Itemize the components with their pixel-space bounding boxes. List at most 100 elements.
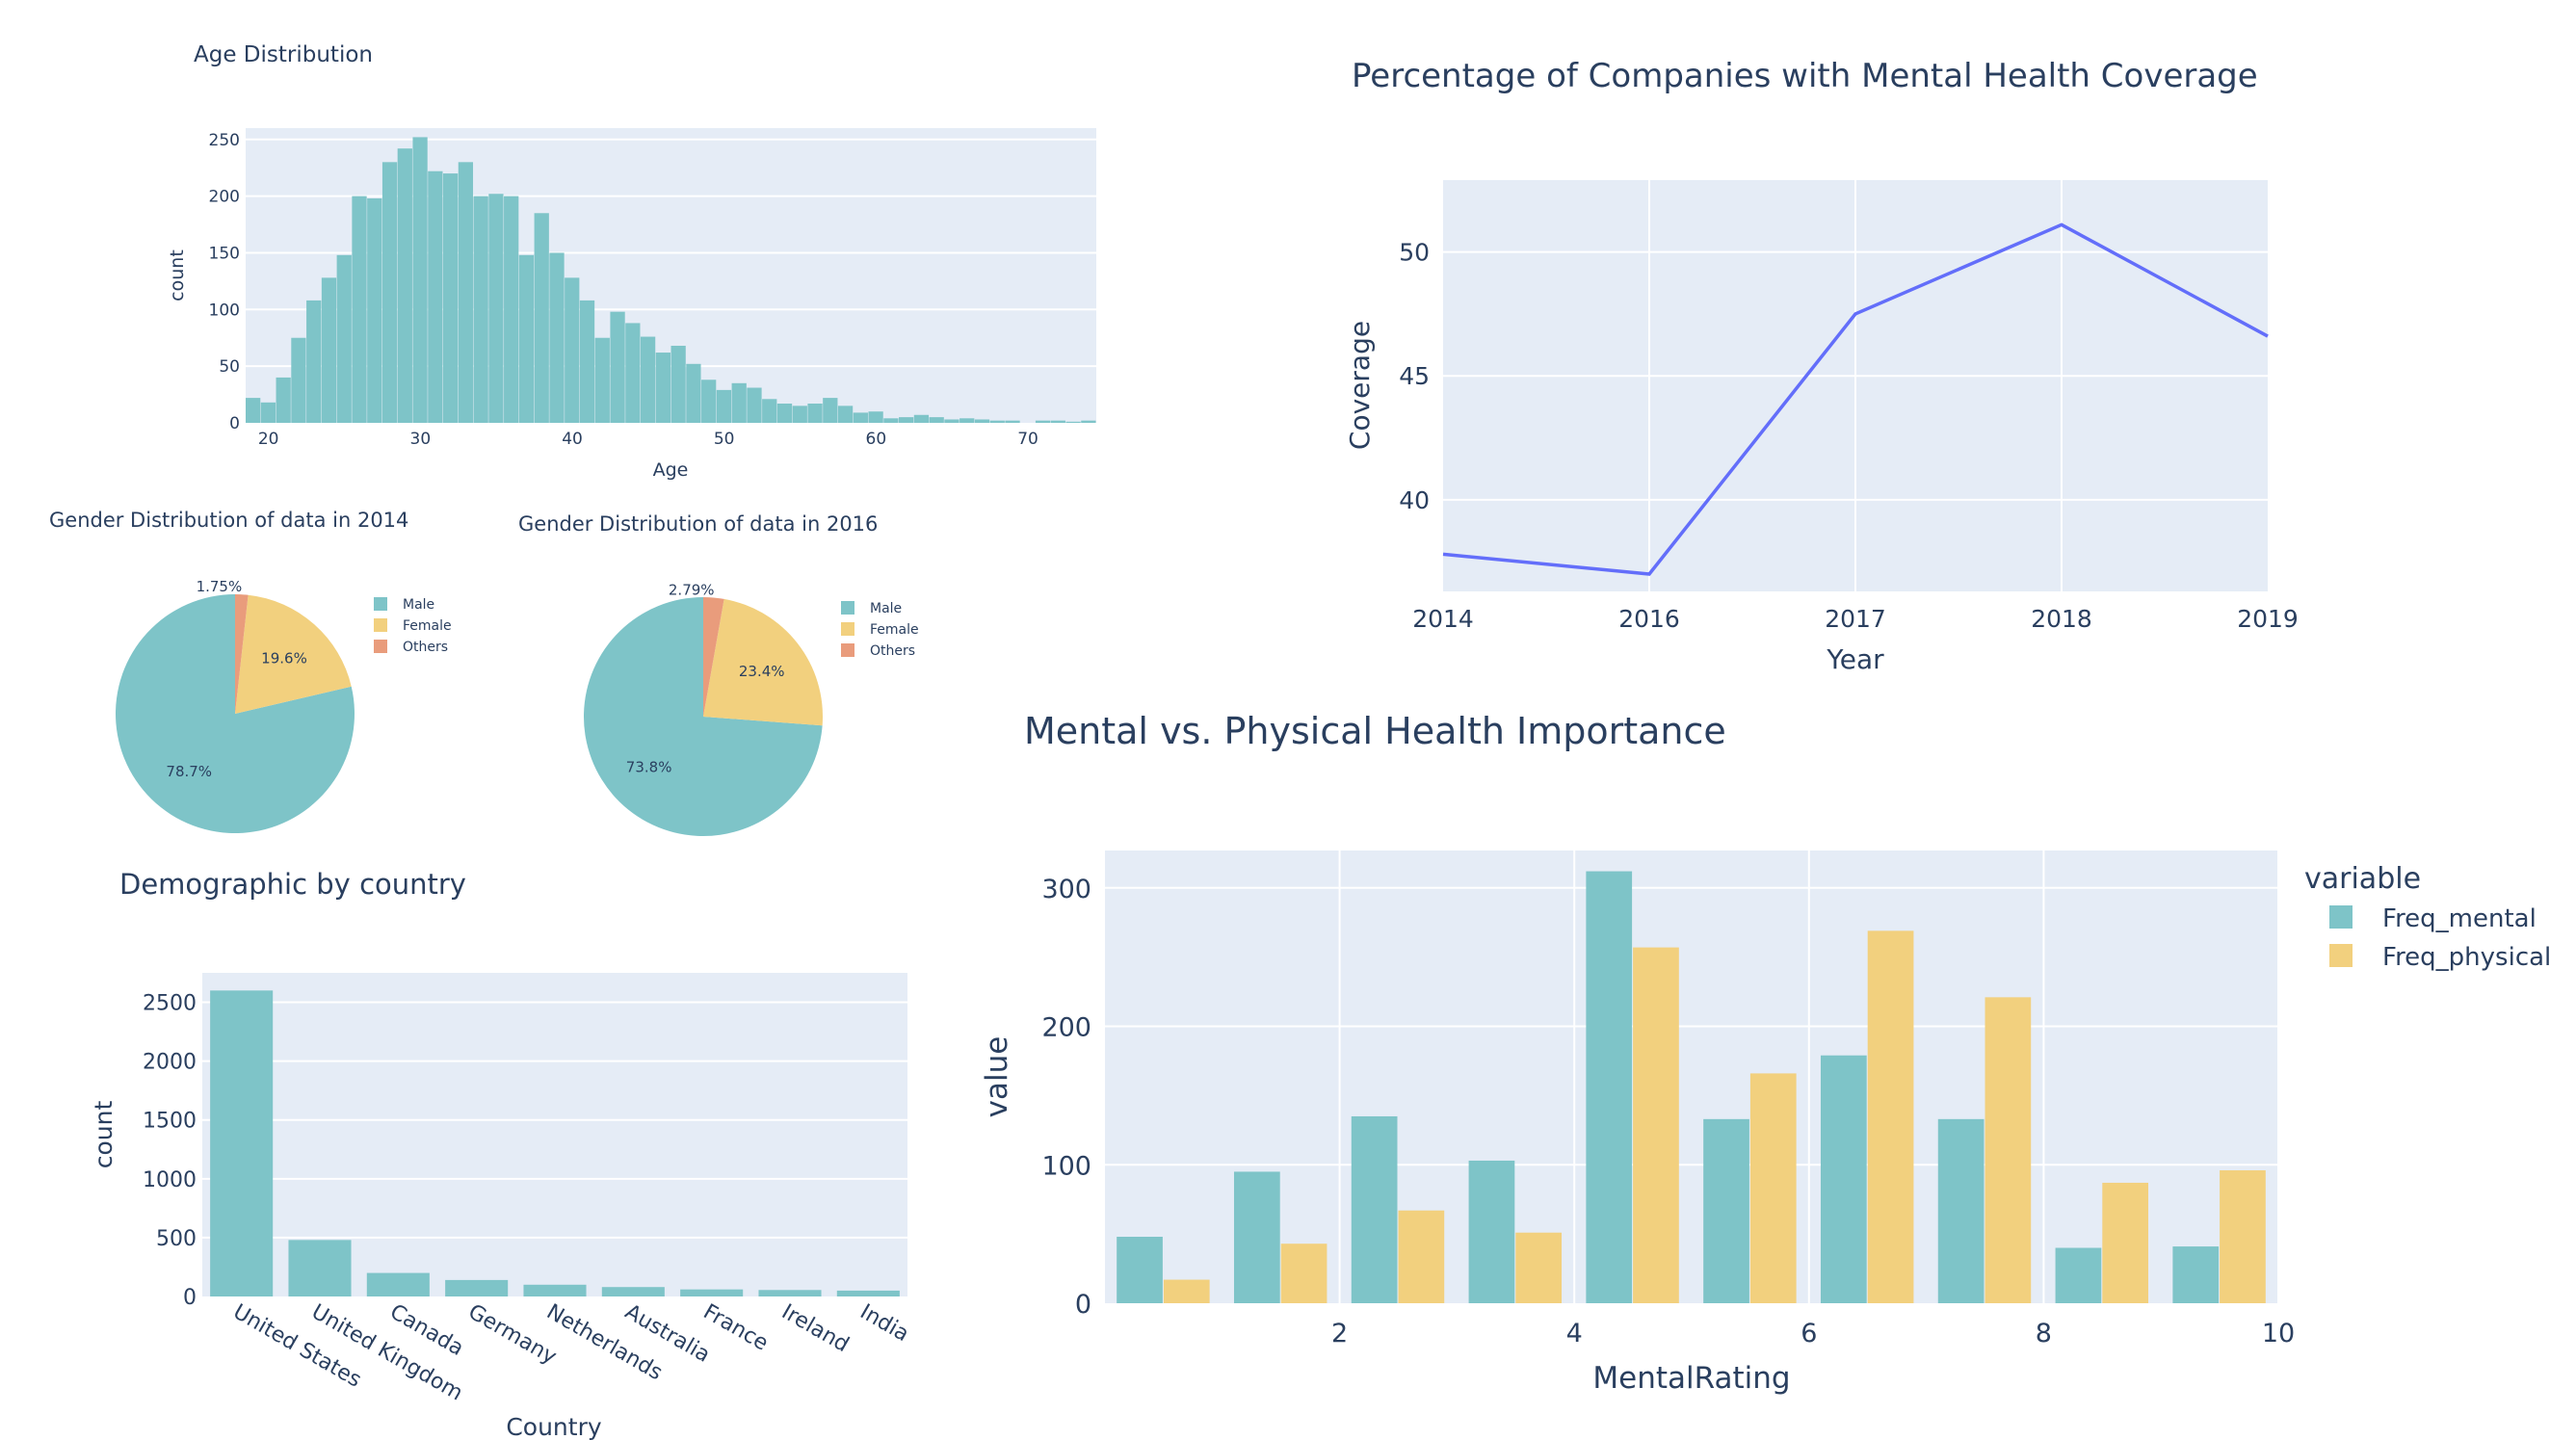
histogram-bar <box>762 399 777 423</box>
histogram-bar <box>989 420 1005 423</box>
y-tick-label: 0 <box>229 414 240 433</box>
y-tick-label: 0 <box>183 1286 197 1310</box>
freq-mental-bar <box>2055 1247 2102 1303</box>
x-axis-title: Year <box>1826 643 1884 675</box>
freq-physical-bar <box>1867 930 1914 1303</box>
freq-mental-bar <box>1468 1160 1515 1303</box>
pie-slices <box>584 597 824 837</box>
pie-labels: 73.8% 23.4% 2.79% <box>626 582 785 776</box>
histogram-bar <box>837 406 854 423</box>
freq-physical-bar <box>1515 1232 1563 1303</box>
histogram-bar <box>397 148 412 423</box>
y-tick-label: 200 <box>1041 1013 1091 1043</box>
freq-physical-bar <box>2220 1170 2266 1303</box>
histogram-bar <box>579 300 595 423</box>
legend-swatch <box>841 643 854 657</box>
legend-label: Male <box>870 601 902 616</box>
histogram-bar <box>716 389 732 423</box>
x-tick-label: 2 <box>1331 1319 1348 1348</box>
pie-slice-others <box>235 594 249 714</box>
y-tick-label: 2500 <box>143 992 197 1016</box>
pie-percent-label: 73.8% <box>626 758 672 775</box>
freq-mental-bar <box>1351 1115 1398 1303</box>
freq-mental-bar <box>1233 1171 1280 1303</box>
bars <box>210 990 900 1296</box>
age-distribution-chart: Age Distribution 20 30 40 50 60 70 0 50 100 150 2… <box>167 42 1096 481</box>
histogram-bar <box>549 252 565 423</box>
freq-mental-bar <box>1937 1118 1985 1303</box>
histogram-bar <box>610 311 625 423</box>
x-tick-label: 40 <box>562 430 583 449</box>
freq-mental-bar <box>2172 1246 2220 1303</box>
pie-slices <box>115 594 355 833</box>
x-tick-label: 4 <box>1566 1319 1583 1348</box>
x-tick-label: 2014 <box>1412 605 1474 633</box>
x-tick-label: 2019 <box>2237 605 2299 633</box>
histogram-bar <box>1050 420 1065 423</box>
country-bar <box>836 1290 900 1296</box>
legend-swatch <box>2329 944 2353 967</box>
histogram-bar <box>246 398 261 423</box>
x-tick-label: 50 <box>714 430 735 449</box>
country-bar <box>523 1284 587 1296</box>
histogram-bar <box>336 254 352 423</box>
freq-physical-bar <box>2102 1182 2149 1303</box>
legend: variable Freq_mental Freq_physical <box>2304 862 2551 972</box>
country-bar <box>366 1272 430 1296</box>
line-series <box>1442 223 2269 576</box>
bars <box>246 137 1096 424</box>
histogram-bar <box>488 194 504 423</box>
pie-slice-male <box>115 594 355 833</box>
histogram-bar <box>594 337 610 423</box>
histogram-bar <box>701 380 717 423</box>
y-tick-label: 50 <box>1399 239 1430 267</box>
legend-swatch <box>374 640 387 653</box>
y-tick-labels: 0 50 100 150 200 250 <box>209 131 240 433</box>
legend-label: Female <box>403 618 452 634</box>
y-tick-label: 250 <box>209 131 240 150</box>
y-axis-title: count <box>167 249 188 301</box>
histogram-bar <box>1081 420 1096 423</box>
freq-physical-bar <box>1985 997 2032 1303</box>
chart-title: Gender Distribution of data in 2014 <box>49 509 408 532</box>
histogram-bar <box>473 196 488 423</box>
legend: Male Female Others <box>374 597 452 655</box>
gender-2014-pie-chart: Gender Distribution of data in 2014 78.7… <box>49 509 452 833</box>
histogram-bar <box>944 419 959 423</box>
freq-mental-bar <box>1703 1118 1749 1303</box>
histogram-bar <box>807 403 823 423</box>
histogram-bar <box>306 300 322 423</box>
gridlines <box>202 1001 907 1239</box>
x-tick-labels: 2014 2016 2017 2018 2019 <box>1412 605 2299 633</box>
freq-mental-bar <box>1117 1237 1163 1303</box>
chart-title: Mental vs. Physical Health Importance <box>1024 710 1726 752</box>
histogram-bar <box>412 137 428 423</box>
y-tick-labels: 0 100 200 300 <box>1041 875 1091 1320</box>
country-bar <box>758 1290 822 1296</box>
country-bar <box>445 1279 509 1296</box>
y-tick-label: 0 <box>1075 1290 1091 1320</box>
legend-label: Freq_mental <box>2382 904 2537 933</box>
country-bar <box>210 990 274 1296</box>
x-tick-label: 6 <box>1801 1319 1817 1348</box>
pie-slice-male <box>584 597 823 837</box>
histogram-bar <box>458 162 474 424</box>
x-tick-label: India <box>855 1300 912 1348</box>
histogram-bar <box>276 377 291 423</box>
coverage-line-chart: Percentage of Companies with Mental Heal… <box>1344 57 2299 675</box>
freq-physical-bar <box>1398 1210 1445 1303</box>
x-tick-label: 8 <box>2036 1319 2052 1348</box>
y-tick-labels: 40 45 50 <box>1399 239 1430 514</box>
pie-percent-label: 2.79% <box>669 582 715 599</box>
histogram-bar <box>899 417 914 423</box>
importance-grouped-bar-chart: Mental vs. Physical Health Importance 2 4… <box>980 710 2551 1396</box>
y-tick-label: 150 <box>209 244 240 263</box>
legend-title: variable <box>2304 862 2421 896</box>
chart-title: Age Distribution <box>194 42 373 67</box>
histogram-bar <box>367 197 382 423</box>
x-tick-label: Ireland <box>777 1300 853 1358</box>
country-bar <box>680 1289 744 1296</box>
histogram-bar <box>853 412 868 423</box>
legend-label: Female <box>870 622 919 638</box>
